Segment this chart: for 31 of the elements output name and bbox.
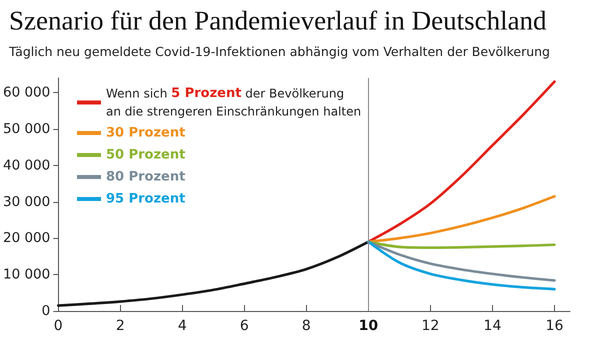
x-tick-label: 12 bbox=[422, 318, 440, 334]
legend-label: 80 Prozent bbox=[106, 170, 186, 184]
annotation: Wenn sich bbox=[106, 86, 172, 100]
legend-label: 50 Prozent bbox=[106, 148, 186, 162]
x-tick-label: 16 bbox=[546, 318, 564, 334]
x-tick-label: 8 bbox=[302, 318, 311, 334]
legend-label: 30 Prozent bbox=[106, 126, 186, 140]
line-series bbox=[367, 240, 556, 290]
line-series bbox=[367, 80, 556, 244]
annotation: an die strengeren Einschränkungen halten bbox=[106, 104, 362, 118]
y-tick-label: 30 000 bbox=[2, 194, 50, 210]
x-tick-label: 14 bbox=[484, 318, 502, 334]
line-series bbox=[367, 195, 556, 244]
chart-subtitle: Täglich neu gemeldete Covid-19-Infektionen abhängig vom Verhalten der Bevölkerung bbox=[8, 44, 550, 59]
chart-title: Szenario für den Pandemieverlauf in Deutschland bbox=[9, 6, 548, 36]
y-tick-label: 20 000 bbox=[2, 230, 50, 246]
y-tick-label: 10 000 bbox=[2, 266, 50, 283]
annotation: der Bevölkerung bbox=[241, 86, 344, 100]
x-tick-label: 6 bbox=[240, 318, 249, 334]
y-tick-label: 50 000 bbox=[2, 120, 50, 137]
x-tick-label: 0 bbox=[54, 318, 63, 334]
legend-label: 95 Prozent bbox=[106, 192, 186, 206]
x-tick-label: 4 bbox=[178, 318, 187, 334]
line-series bbox=[367, 240, 556, 282]
x-tick-label: 2 bbox=[116, 318, 125, 334]
x-tick-label: 10 bbox=[358, 318, 378, 334]
text: 5 Prozent bbox=[171, 86, 242, 101]
line-series bbox=[56, 240, 370, 307]
y-tick-label: 60 000 bbox=[2, 84, 50, 101]
y-tick-label: 0 bbox=[42, 303, 50, 319]
y-tick-label: 40 000 bbox=[2, 157, 50, 174]
